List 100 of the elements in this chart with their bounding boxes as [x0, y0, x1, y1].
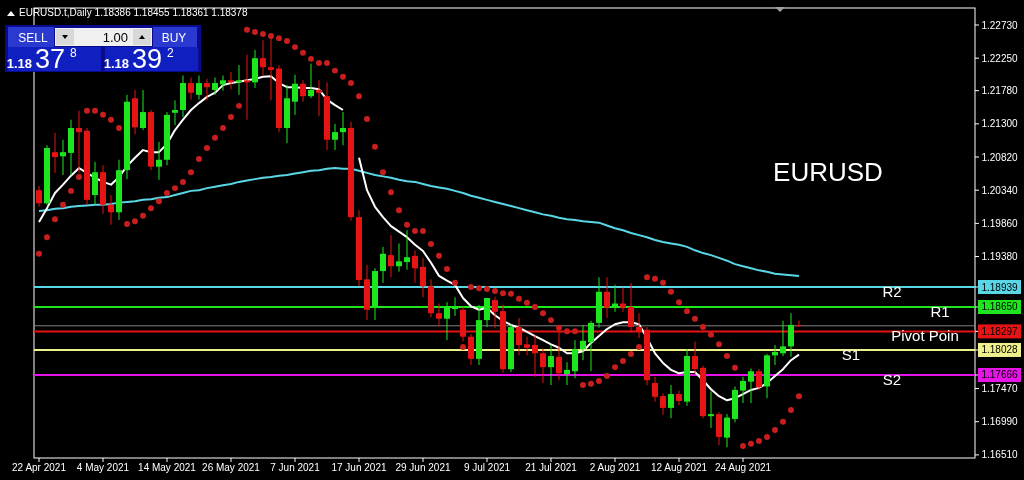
candlestick — [292, 74, 298, 116]
candlestick — [212, 77, 218, 96]
candlestick — [204, 78, 210, 101]
x-tick-label: 14 May 2021 — [138, 462, 197, 473]
candlestick — [580, 324, 586, 361]
candlestick — [420, 257, 426, 298]
y-tick-label: 1.22730 — [981, 19, 1019, 31]
y-tick-label: 1.16990 — [981, 416, 1019, 428]
candlestick — [260, 39, 266, 76]
ref-line-label: S1 — [841, 345, 861, 363]
candlestick — [468, 333, 474, 366]
candlestick — [548, 344, 554, 386]
annotation: 39 — [132, 44, 163, 74]
candlestick — [220, 74, 226, 92]
y-tick-label: 1.20340 — [981, 184, 1019, 196]
candlestick — [788, 312, 794, 358]
candlestick — [492, 296, 498, 329]
candlestick — [692, 341, 698, 374]
annotation: BUY — [161, 31, 187, 45]
y-tick-label: 1.18028 — [981, 344, 1019, 356]
candlestick — [244, 54, 250, 121]
x-tick-label: 7 Jun 2021 — [270, 462, 321, 473]
ref-line-label: Pivot Poin — [891, 327, 959, 345]
candlestick — [380, 246, 386, 284]
x-tick-label: 21 Jul 2021 — [525, 462, 578, 473]
candlestick — [412, 249, 418, 284]
candlestick — [388, 234, 394, 278]
text: 1.18 — [6, 56, 32, 71]
y-tick-label: 1.21780 — [981, 85, 1019, 97]
candlestick — [724, 413, 730, 448]
y-tick-label: 1.20820 — [981, 151, 1019, 163]
x-tick-label: 17 Jun 2021 — [331, 462, 387, 473]
ref-line-label: R1 — [930, 302, 950, 320]
candlestick — [140, 89, 146, 131]
candlestick — [196, 74, 202, 101]
annotation: SELL — [18, 31, 48, 45]
candlestick — [60, 139, 66, 176]
x-tick-label: 24 Aug 2021 — [714, 462, 772, 473]
candlestick — [300, 79, 306, 103]
candlestick — [620, 287, 626, 313]
x-tick-label: 4 May 2021 — [76, 462, 130, 473]
candlestick — [316, 79, 322, 117]
candlestick — [676, 390, 682, 406]
x-tick-label: 9 Jul 2021 — [463, 462, 511, 473]
x-tick-label: 29 Jun 2021 — [395, 462, 451, 473]
candlestick — [228, 71, 234, 90]
y-tick-label: 1.17470 — [981, 383, 1019, 395]
annotation: 8 — [70, 46, 77, 60]
x-tick-label: 22 Apr 2021 — [12, 462, 67, 473]
candlestick — [308, 63, 314, 99]
candlestick — [796, 319, 802, 328]
candlestick — [564, 361, 570, 386]
candlestick — [332, 123, 338, 151]
annotation: 37 — [35, 44, 66, 74]
candlestick — [604, 276, 610, 319]
candlestick — [756, 368, 762, 391]
candlestick — [436, 303, 442, 327]
chart-title: EURUSD.t,Daily 1.18386 1.18455 1.18361 1.18378 — [19, 7, 248, 18]
y-tick-label: 1.18939 — [981, 281, 1019, 293]
annotation: 1.00 — [102, 30, 128, 45]
x-tick-label: 12 Aug 2021 — [650, 462, 708, 473]
ref-line-label: S2 — [882, 370, 902, 388]
y-tick-label: 1.18297 — [981, 325, 1019, 337]
candlestick — [740, 376, 746, 404]
candlestick — [396, 242, 402, 273]
annotation: EURUSD — [773, 157, 883, 187]
candlestick — [156, 141, 162, 181]
annotation: 2 — [167, 46, 174, 60]
candlestick — [780, 320, 786, 357]
candlestick — [572, 339, 578, 379]
y-tick-label: 1.18650 — [981, 301, 1019, 313]
ref-line-label: R2 — [882, 283, 902, 301]
y-tick-label: 1.21300 — [981, 118, 1019, 130]
candlestick — [76, 110, 82, 174]
candlestick — [716, 411, 722, 446]
y-tick-label: 1.17666 — [981, 369, 1019, 381]
candlestick — [188, 77, 194, 101]
candlestick — [708, 390, 714, 429]
candlestick — [340, 111, 346, 146]
candlestick — [36, 185, 42, 208]
candlestick — [108, 194, 114, 226]
candlestick — [748, 368, 754, 404]
y-tick-label: 1.19380 — [981, 251, 1019, 263]
candlestick — [236, 64, 242, 96]
y-tick-label: 1.22250 — [981, 52, 1019, 64]
candlestick — [668, 384, 674, 419]
y-tick-label: 1.19860 — [981, 217, 1019, 229]
candlestick — [404, 229, 410, 271]
x-tick-label: 26 May 2021 — [202, 462, 261, 473]
candlestick — [524, 336, 530, 356]
candlestick — [92, 161, 98, 206]
annotation: 1.18 — [103, 56, 129, 71]
y-tick-label: 1.16510 — [981, 449, 1019, 461]
candlestick — [532, 334, 538, 378]
x-tick-label: 2 Aug 2021 — [589, 462, 641, 473]
candlestick — [52, 132, 58, 174]
candlestick — [652, 376, 658, 403]
candlestick — [588, 320, 594, 372]
candlestick — [660, 392, 666, 416]
candlestick — [172, 99, 178, 126]
